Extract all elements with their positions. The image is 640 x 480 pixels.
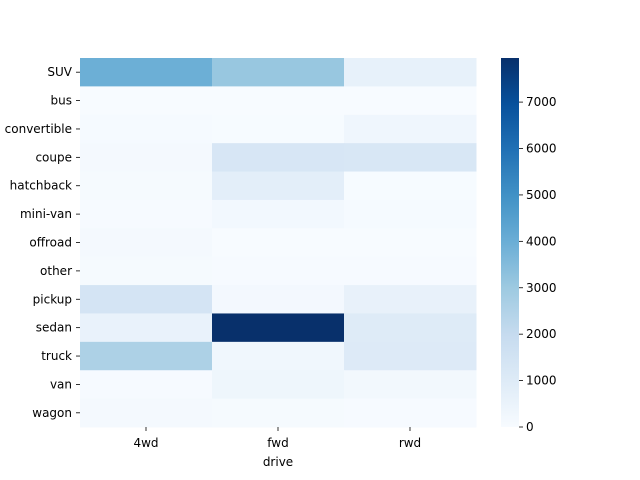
heatmap-cell-wagon-rwd bbox=[344, 398, 477, 428]
x-tick-label: 4wd bbox=[133, 436, 158, 450]
heatmap-cell-offroad-rwd bbox=[344, 228, 477, 258]
y-tick-label: sedan bbox=[36, 321, 72, 335]
heatmap-cell-coupe-fwd bbox=[212, 143, 345, 173]
heatmap-cell-SUV-fwd bbox=[212, 58, 345, 87]
x-axis: 4wd fwd rwd bbox=[133, 427, 421, 450]
heatmap-cell-convertible-rwd bbox=[344, 114, 477, 144]
heatmap-cell-van-4wd bbox=[80, 370, 213, 400]
heatmap-cell-other-fwd bbox=[212, 256, 345, 286]
colorbar bbox=[501, 58, 519, 427]
heatmap-cell-wagon-fwd bbox=[212, 398, 345, 428]
heatmap-cells bbox=[80, 58, 477, 428]
heatmap-cell-van-fwd bbox=[212, 370, 345, 400]
colorbar-tick-label: 5000 bbox=[526, 188, 557, 202]
colorbar-tick-label: 7000 bbox=[526, 95, 557, 109]
y-tick-label: coupe bbox=[35, 150, 72, 164]
heatmap-cell-SUV-rwd bbox=[344, 58, 477, 87]
colorbar-tick-label: 2000 bbox=[526, 327, 557, 341]
heatmap-cell-hatchback-4wd bbox=[80, 171, 213, 201]
colorbar-tick-label: 3000 bbox=[526, 281, 557, 295]
colorbar-tick-label: 0 bbox=[526, 420, 534, 434]
heatmap-cell-truck-4wd bbox=[80, 341, 213, 371]
heatmap-cell-other-rwd bbox=[344, 256, 477, 286]
y-tick-label: convertible bbox=[5, 122, 72, 136]
y-tick-label: SUV bbox=[47, 65, 72, 79]
y-tick-label: other bbox=[40, 264, 72, 278]
heatmap-cell-truck-rwd bbox=[344, 341, 477, 371]
colorbar-tick-label: 4000 bbox=[526, 234, 557, 248]
y-axis: SUV bus convertible coupe hatchback mini-van o… bbox=[5, 65, 80, 420]
heatmap-cell-mini-van-4wd bbox=[80, 199, 213, 229]
heatmap-cell-van-rwd bbox=[344, 370, 477, 400]
heatmap-cell-sedan-fwd bbox=[212, 313, 345, 343]
heatmap-cell-coupe-rwd bbox=[344, 143, 477, 173]
heatmap-cell-bus-4wd bbox=[80, 86, 213, 116]
heatmap-cell-offroad-fwd bbox=[212, 228, 345, 258]
heatmap-cell-pickup-fwd bbox=[212, 285, 345, 314]
colorbar-tick-label: 6000 bbox=[526, 142, 557, 156]
colorbar-tick-label: 1000 bbox=[526, 374, 557, 388]
heatmap-cell-offroad-4wd bbox=[80, 228, 213, 258]
y-tick-label: wagon bbox=[32, 406, 72, 420]
y-tick-label: bus bbox=[51, 94, 72, 108]
x-axis-label: drive bbox=[263, 455, 293, 469]
heatmap-cell-truck-fwd bbox=[212, 341, 345, 371]
heatmap-cell-bus-rwd bbox=[344, 86, 477, 116]
heatmap-cell-wagon-4wd bbox=[80, 398, 213, 428]
y-tick-label: mini-van bbox=[20, 207, 72, 221]
heatmap-cell-pickup-rwd bbox=[344, 285, 477, 314]
y-tick-label: van bbox=[50, 377, 72, 391]
y-tick-label: offroad bbox=[29, 236, 72, 250]
heatmap-cell-other-4wd bbox=[80, 256, 213, 286]
heatmap-cell-hatchback-fwd bbox=[212, 171, 345, 201]
y-tick-label: hatchback bbox=[10, 179, 72, 193]
colorbar-axis: 0 1000 2000 3000 4000 5000 6000 7000 bbox=[519, 95, 557, 434]
y-tick-label: truck bbox=[41, 349, 72, 363]
heatmap-cell-SUV-4wd bbox=[80, 58, 213, 87]
x-tick-label: rwd bbox=[399, 436, 421, 450]
heatmap-cell-convertible-fwd bbox=[212, 114, 345, 144]
y-tick-label: pickup bbox=[33, 292, 72, 306]
heatmap-cell-pickup-4wd bbox=[80, 285, 213, 314]
x-tick-label: fwd bbox=[267, 436, 288, 450]
heatmap-cell-bus-fwd bbox=[212, 86, 345, 116]
heatmap-cell-mini-van-rwd bbox=[344, 199, 477, 229]
heatmap-cell-coupe-4wd bbox=[80, 143, 213, 173]
heatmap-cell-sedan-4wd bbox=[80, 313, 213, 343]
heatmap-cell-mini-van-fwd bbox=[212, 199, 345, 229]
heatmap-cell-hatchback-rwd bbox=[344, 171, 477, 201]
heatmap-cell-convertible-4wd bbox=[80, 114, 213, 144]
heatmap-cell-sedan-rwd bbox=[344, 313, 477, 343]
